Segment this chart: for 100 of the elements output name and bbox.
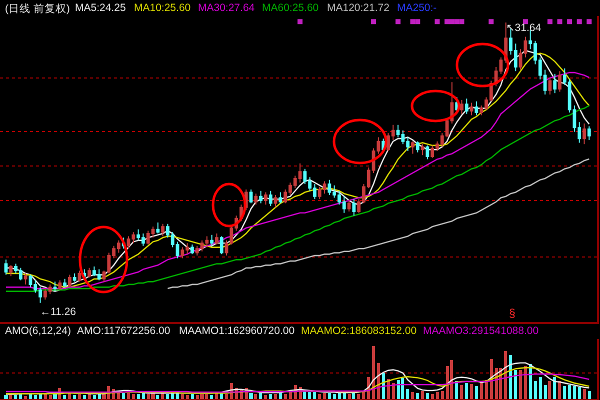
- bar: [14, 395, 17, 399]
- bar: [191, 394, 194, 399]
- candlestick: [4, 259, 8, 276]
- text: MAAMO2:186083152.00: [301, 325, 417, 337]
- candlestick: [220, 236, 224, 255]
- candlestick: [254, 193, 258, 206]
- candlestick: [68, 274, 72, 288]
- text: MA5:24.25: [75, 2, 126, 14]
- bar: [411, 392, 414, 399]
- candlestick: [268, 190, 272, 207]
- candlestick: [264, 192, 268, 206]
- text: MAAMO1:162960720.00: [179, 325, 295, 337]
- bar: [416, 393, 419, 399]
- candlestick: [72, 272, 76, 282]
- bar: [450, 360, 453, 399]
- bar: [397, 380, 400, 399]
- bar: [63, 395, 66, 399]
- bar: [44, 394, 47, 399]
- candlestick: [411, 140, 414, 154]
- bar: [200, 394, 204, 399]
- bar: [431, 394, 434, 399]
- bar: [357, 394, 360, 399]
- bar: [455, 381, 458, 399]
- bar: [568, 385, 571, 399]
- bar: [269, 394, 272, 399]
- bar: [78, 394, 81, 399]
- bar: [73, 395, 76, 399]
- bar: [470, 384, 473, 399]
- text: MA60:25.60: [262, 2, 319, 14]
- candlestick: [274, 194, 278, 208]
- candlestick: [553, 73, 557, 94]
- bar: [548, 381, 551, 399]
- candlestick: [24, 272, 28, 285]
- bar: [142, 393, 145, 399]
- candlestick: [9, 264, 13, 277]
- candlestick: [88, 267, 91, 278]
- candlestick: [474, 100, 478, 116]
- bar: [485, 380, 488, 399]
- bar: [156, 395, 159, 399]
- candlestick: [548, 78, 552, 96]
- bar: [210, 395, 213, 399]
- bar: [460, 385, 463, 399]
- candlestick: [259, 190, 263, 204]
- bar: [436, 392, 439, 399]
- bar: [401, 378, 404, 399]
- candlestick: [249, 188, 253, 204]
- bar: [318, 394, 321, 399]
- bar: [29, 394, 32, 399]
- bar: [544, 385, 547, 399]
- chart-title: (日线 前复权): [5, 2, 70, 15]
- bar: [328, 393, 331, 399]
- text: §: [509, 308, 516, 320]
- bar: [264, 395, 267, 399]
- candlestick: [210, 234, 214, 246]
- bar: [289, 392, 292, 399]
- bar: [122, 393, 125, 399]
- candlestick: [420, 144, 424, 156]
- bar: [392, 383, 395, 399]
- candlestick: [352, 198, 356, 216]
- bar: [83, 395, 86, 399]
- candlestick: [587, 126, 591, 140]
- bar: [465, 383, 468, 399]
- candlestick: [558, 70, 562, 92]
- bar: [49, 395, 52, 399]
- bar: [333, 394, 336, 399]
- candlestick: [426, 144, 430, 160]
- candlestick: [460, 100, 464, 114]
- bar: [323, 393, 326, 399]
- bar: [186, 395, 189, 399]
- candlestick: [278, 192, 282, 204]
- candlestick: [78, 270, 82, 282]
- bar: [573, 386, 576, 399]
- bar: [137, 394, 140, 399]
- candlestick: [161, 223, 164, 237]
- chart-title: AMO(6,12,24): [5, 325, 71, 337]
- bar: [24, 396, 27, 399]
- bar: [308, 392, 311, 399]
- bar: [539, 377, 542, 399]
- bar: [93, 395, 96, 399]
- bar: [274, 394, 277, 399]
- bar: [4, 395, 8, 399]
- candlestick: [53, 281, 57, 292]
- candlestick: [156, 222, 160, 234]
- bar: [254, 394, 257, 399]
- bar: [475, 386, 478, 399]
- text: ←11.26: [40, 306, 76, 318]
- bar: [338, 393, 341, 399]
- candlestick: [190, 244, 194, 255]
- candlestick: [58, 280, 62, 290]
- bar: [426, 393, 429, 399]
- bar: [127, 393, 130, 399]
- bar: [509, 355, 512, 399]
- bar: [588, 391, 591, 399]
- candlestick: [215, 233, 218, 246]
- bar: [132, 394, 135, 399]
- text: MA30:27.64: [198, 2, 255, 14]
- bar: [181, 394, 184, 399]
- bar: [553, 377, 556, 399]
- bar: [98, 394, 101, 399]
- bar: [519, 370, 522, 399]
